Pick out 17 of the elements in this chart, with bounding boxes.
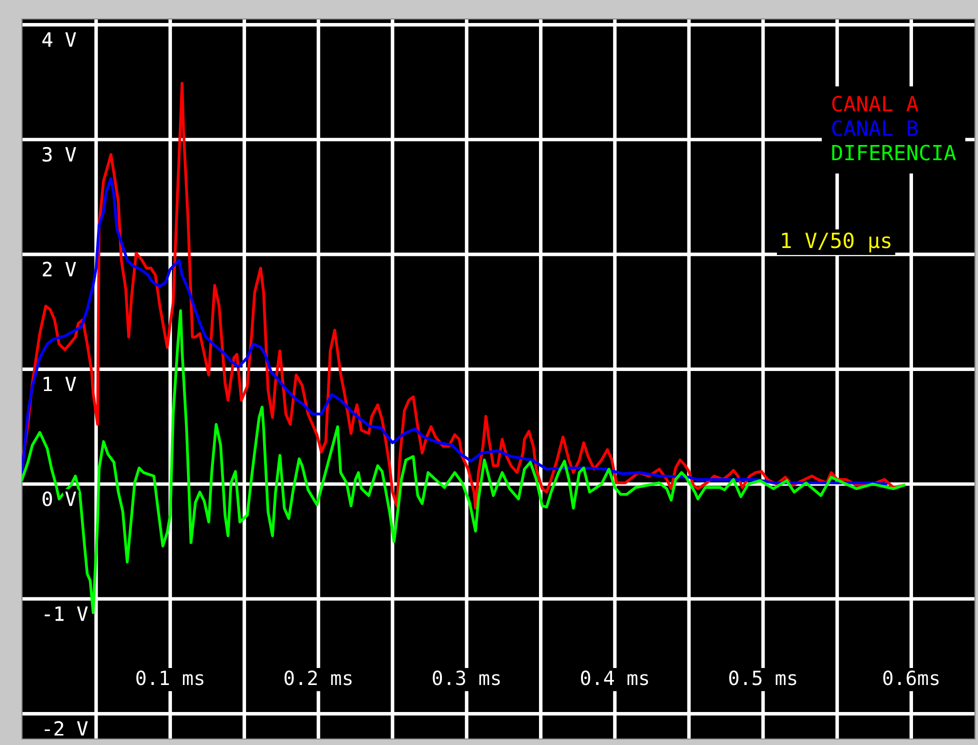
y-tick-label: -1 V: [44, 606, 88, 621]
y-tick-label: 4 V: [42, 32, 76, 47]
x-tick-label: 0.1 ms: [136, 670, 204, 686]
y-tick-label: 3 V: [42, 146, 76, 162]
x-tick-label: 0.4 ms: [580, 670, 648, 686]
annotation: 1 V/50 µs: [782, 232, 890, 252]
y-tick-label: -2 V: [44, 721, 88, 736]
text: CANAL A: [832, 96, 918, 112]
x-tick-label: 0.5 ms: [729, 670, 796, 686]
text: DIFERENCIA: [832, 144, 956, 160]
text: CANAL B: [832, 120, 918, 136]
x-tick-label: 0.2 ms: [284, 670, 352, 686]
x-tick-label: 0.3 ms: [432, 670, 500, 686]
y-tick-label: 1 V: [44, 376, 76, 392]
y-tick-label: 0 V: [42, 491, 76, 506]
x-tick-label: 0.6ms: [883, 670, 939, 686]
y-tick-label: 2 V: [42, 262, 76, 276]
